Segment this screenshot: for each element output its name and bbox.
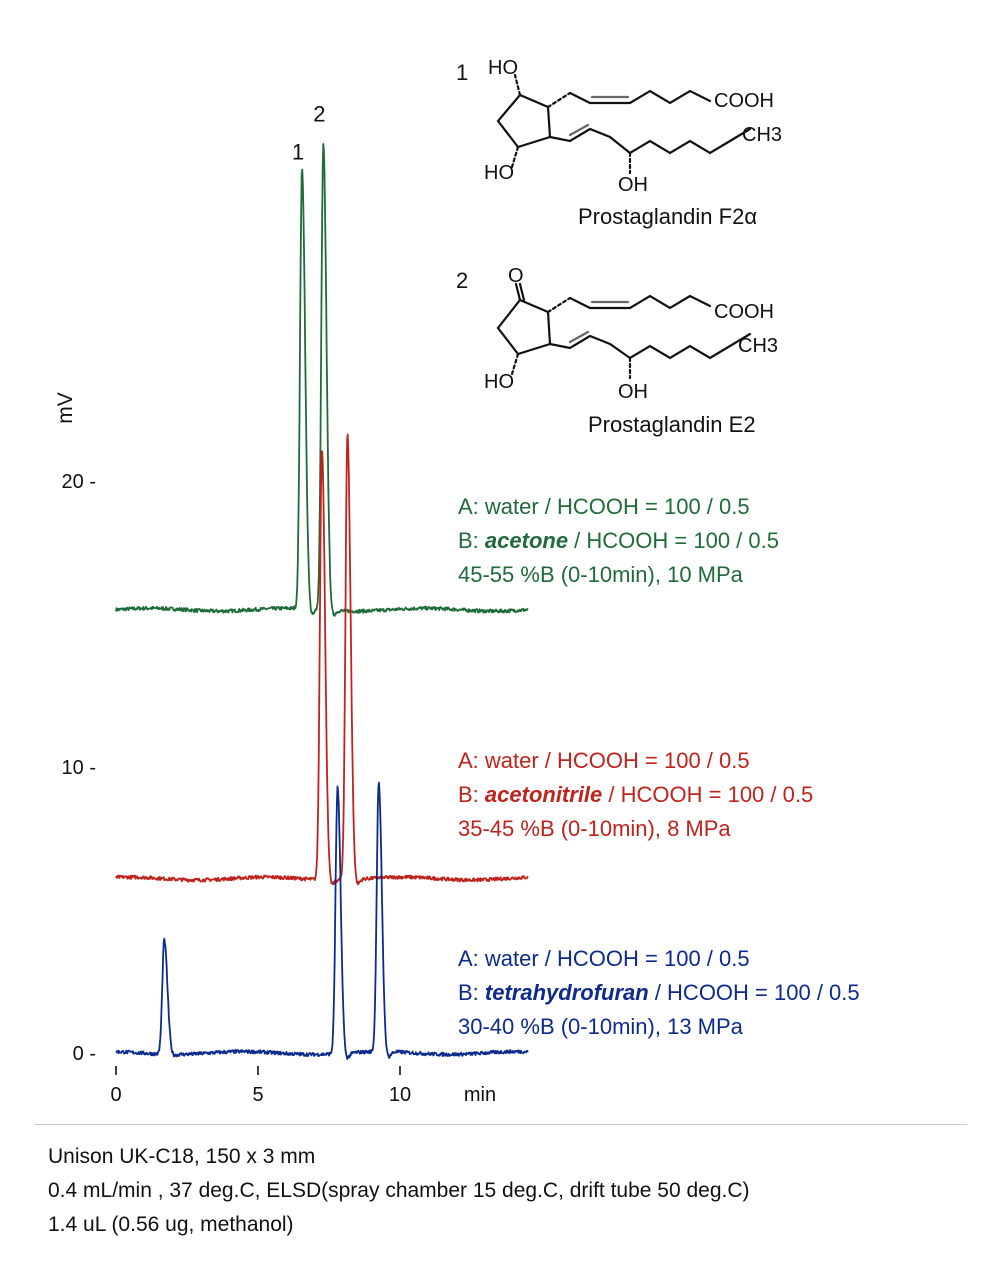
compound-1-number: 1 (456, 60, 469, 85)
footer-column: Unison UK-C18, 150 x 3 mm (48, 1145, 316, 1168)
x-tick-label: 5 (252, 1084, 263, 1106)
chromatogram-trace-3 (115, 781, 529, 1060)
condition-gradient: 35-45 %B (0-10min), 8 MPa (458, 816, 731, 841)
prostaglandin-f2a-structure: HO HO OH COOH CH3 (484, 57, 782, 196)
condition-gradient: 30-40 %B (0-10min), 13 MPa (458, 1014, 743, 1039)
y-axis-label: mV (54, 392, 77, 424)
footer-flow: 0.4 mL/min , 37 deg.C, ELSD(spray chambe… (48, 1179, 750, 1202)
condition-line-b: B: acetonitrile / HCOOH = 100 / 0.5 (458, 782, 814, 807)
conditions-tetrahydrofuran: A: water / HCOOH = 100 / 0.5 B: tetrahyd… (458, 942, 860, 1044)
chromatogram-trace-1 (115, 143, 529, 617)
conditions-acetonitrile: A: water / HCOOH = 100 / 0.5 B: acetonit… (458, 744, 813, 846)
condition-gradient: 45-55 %B (0-10min), 10 MPa (458, 562, 743, 587)
compound-1-name: Prostaglandin F2α (578, 204, 758, 229)
condition-line-a: A: water / HCOOH = 100 / 0.5 (458, 748, 750, 773)
compound-2-bottom-group: HO (484, 371, 514, 393)
chromatogram-trace-2 (115, 433, 529, 886)
y-tick-label: 20 - (62, 471, 96, 493)
solvent-name: acetonitrile (484, 782, 603, 807)
footer-divider (35, 1124, 967, 1125)
y-tick-label: 0 - (73, 1043, 96, 1065)
prostaglandin-e2-structure: O HO OH COOH CH3 (484, 265, 778, 403)
x-tick-label: 0 (110, 1084, 121, 1106)
compound-1-oh: OH (618, 174, 648, 196)
condition-line-b: B: tetrahydrofuran / HCOOH = 100 / 0.5 (458, 980, 860, 1005)
compound-2-top-group: O (508, 265, 524, 287)
trace-layer (115, 143, 529, 1060)
peak-label: 1 (292, 139, 304, 164)
compound-2-name: Prostaglandin E2 (588, 412, 756, 437)
compound-1-bottom-group: HO (484, 162, 514, 184)
label-layer: 12 (292, 102, 326, 165)
y-tick-label: 10 - (62, 757, 96, 779)
solvent-name: tetrahydrofuran (484, 980, 649, 1005)
condition-line-b: B: acetone / HCOOH = 100 / 0.5 (458, 528, 779, 553)
compound-2-methyl: CH3 (738, 335, 778, 357)
conditions-acetone: A: water / HCOOH = 100 / 0.5 B: acetone … (458, 490, 779, 592)
x-axis-label: min (464, 1084, 496, 1106)
footer-injection: 1.4 uL (0.56 ug, methanol) (48, 1213, 294, 1236)
axis-layer: 0 - 10 - 20 - mV 0 5 10 min (54, 392, 496, 1106)
solvent-name: acetone (484, 528, 569, 553)
compound-2-acid: COOH (714, 301, 774, 323)
compound-2-oh: OH (618, 381, 648, 403)
compound-1-acid: COOH (714, 90, 774, 112)
compound-2-number: 2 (456, 268, 469, 293)
peak-label: 2 (313, 102, 325, 127)
condition-line-a: A: water / HCOOH = 100 / 0.5 (458, 946, 750, 971)
x-tick-label: 10 (389, 1084, 411, 1106)
compound-1-methyl: CH3 (742, 124, 782, 146)
compound-1-top-group: HO (488, 57, 518, 79)
method-footer: Unison UK-C18, 150 x 3 mm 0.4 mL/min , 3… (48, 1140, 750, 1242)
condition-line-a: A: water / HCOOH = 100 / 0.5 (458, 494, 750, 519)
